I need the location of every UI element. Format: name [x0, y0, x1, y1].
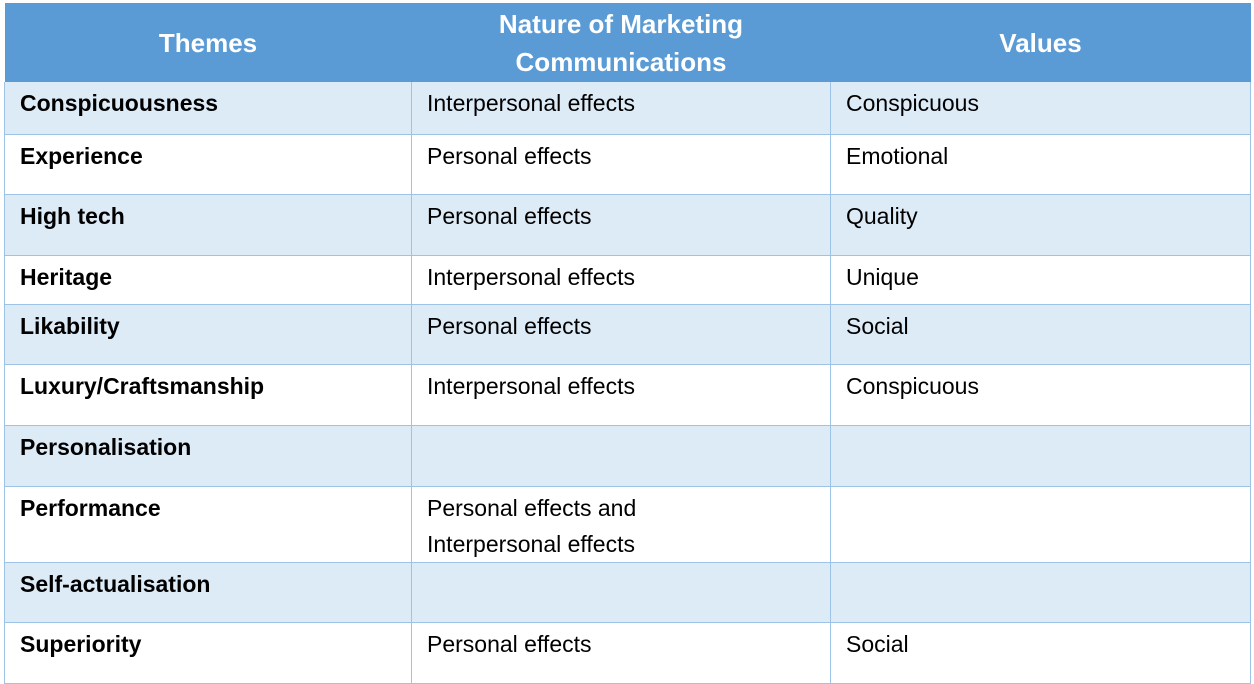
- theme-cell: Personalisation: [4, 424, 412, 487]
- header-themes: Themes: [4, 3, 412, 82]
- table-row: Performance Personal effects and Interpe…: [4, 485, 1251, 563]
- nature-cell: Personal effects: [411, 193, 831, 256]
- value-cell: Conspicuous: [830, 363, 1251, 426]
- value-cell: Conspicuous: [830, 82, 1251, 135]
- nature-cell: Interpersonal effects: [411, 363, 831, 426]
- theme-cell: Likability: [4, 303, 412, 365]
- theme-cell: High tech: [4, 193, 412, 256]
- table-row: Luxury/Craftsmanship Interpersonal effec…: [4, 363, 1251, 426]
- table-row: High tech Personal effects Quality: [4, 193, 1251, 256]
- header-nature: Nature of Marketing Communications: [411, 3, 831, 82]
- theme-cell: Heritage: [4, 254, 412, 305]
- table-row: Heritage Interpersonal effects Unique: [4, 254, 1251, 305]
- theme-cell: Superiority: [4, 621, 412, 684]
- header-row: Themes Nature of Marketing Communication…: [4, 3, 1251, 82]
- value-cell: [830, 485, 1251, 563]
- header-values: Values: [830, 3, 1251, 82]
- table-row: Superiority Personal effects Social: [4, 621, 1251, 684]
- nature-cell: [411, 424, 831, 487]
- value-cell: [830, 424, 1251, 487]
- value-cell: Unique: [830, 254, 1251, 305]
- table-row: Personalisation: [4, 424, 1251, 487]
- theme-cell: Performance: [4, 485, 412, 563]
- theme-cell: Luxury/Craftsmanship: [4, 363, 412, 426]
- theme-cell: Conspicuousness: [4, 82, 412, 135]
- table-row: Experience Personal effects Emotional: [4, 133, 1251, 195]
- value-cell: Social: [830, 621, 1251, 684]
- nature-cell: Interpersonal effects: [411, 82, 831, 135]
- value-cell: [830, 561, 1251, 623]
- nature-cell: Personal effects and Interpersonal effec…: [411, 485, 831, 563]
- themes-table: Themes Nature of Marketing Communication…: [4, 3, 1251, 684]
- theme-cell: Self-actualisation: [4, 561, 412, 623]
- value-cell: Social: [830, 303, 1251, 365]
- table-row: Likability Personal effects Social: [4, 303, 1251, 365]
- nature-cell: Personal effects: [411, 621, 831, 684]
- nature-cell: [411, 561, 831, 623]
- nature-cell: Personal effects: [411, 133, 831, 195]
- table-row: Conspicuousness Interpersonal effects Co…: [4, 82, 1251, 135]
- table-row: Self-actualisation: [4, 561, 1251, 623]
- theme-cell: Experience: [4, 133, 412, 195]
- nature-cell: Personal effects: [411, 303, 831, 365]
- nature-cell: Interpersonal effects: [411, 254, 831, 305]
- value-cell: Quality: [830, 193, 1251, 256]
- value-cell: Emotional: [830, 133, 1251, 195]
